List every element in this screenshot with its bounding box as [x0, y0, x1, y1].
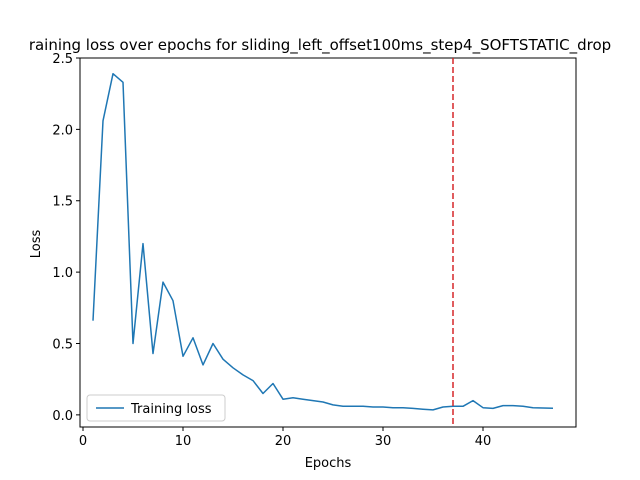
x-tick-label: 40 — [475, 434, 492, 449]
x-axis-label: Epochs — [305, 456, 352, 471]
series-lines — [92, 72, 554, 411]
x-tick-label: 30 — [375, 434, 392, 449]
y-tick-label: 1.5 — [52, 195, 73, 210]
x-tick-label: 20 — [275, 434, 292, 449]
plot-frame — [79, 57, 577, 428]
x-tick-label: 0 — [79, 434, 87, 449]
x-tick-label: 10 — [175, 434, 192, 449]
y-tick-label: 1.0 — [52, 266, 73, 281]
y-tick-label: 0.0 — [52, 409, 73, 424]
axes: 0 10 20 30 40 0.0 0.5 1.0 1.5 2.0 2.5 — [52, 52, 577, 449]
legend-box — [86, 394, 226, 422]
series-line-training-loss — [92, 72, 554, 411]
chart-title: raining loss over epochs for sliding_lef… — [29, 36, 611, 55]
legend-label: Training loss — [130, 402, 212, 417]
y-tick-label: 0.5 — [52, 337, 73, 352]
y-tick-label: 2.0 — [52, 123, 73, 138]
y-axis-label: Loss — [29, 230, 44, 259]
legend: Training loss — [86, 394, 226, 422]
y-tick-label: 2.5 — [52, 52, 73, 67]
